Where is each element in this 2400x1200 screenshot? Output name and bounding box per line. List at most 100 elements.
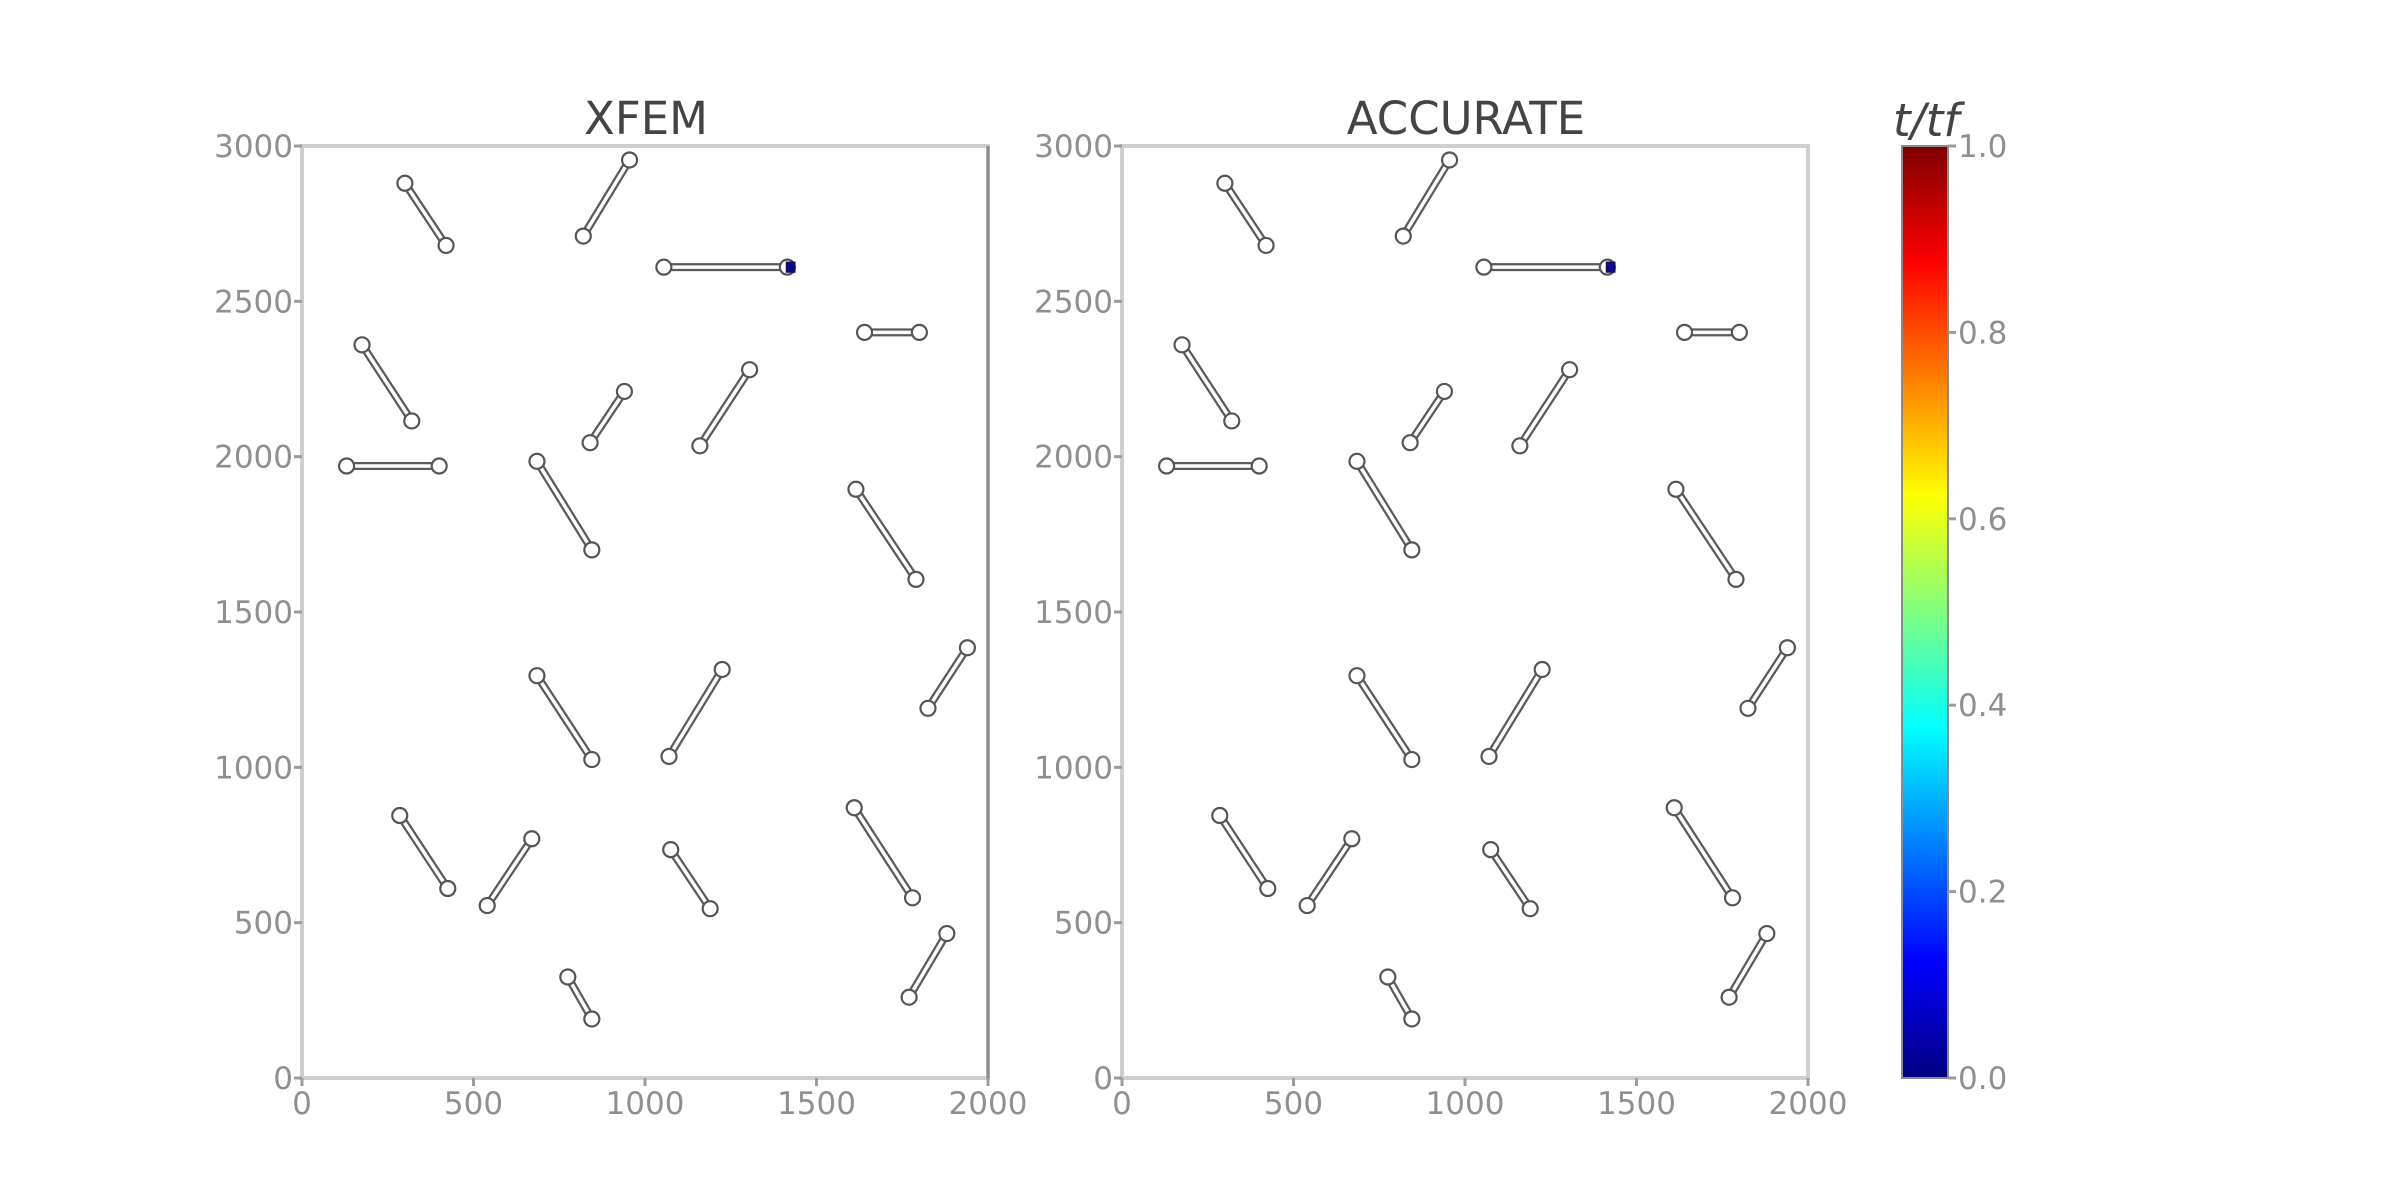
crack-line-core bbox=[360, 343, 414, 422]
crack-tip-marker bbox=[691, 437, 709, 455]
crack-tip-marker bbox=[1739, 699, 1757, 717]
crack-tip-marker bbox=[903, 889, 922, 907]
crack-segment bbox=[559, 968, 601, 1028]
plot-frame bbox=[1120, 144, 1810, 1080]
crack-segment bbox=[1675, 323, 1749, 341]
crack-tip-marker bbox=[1403, 541, 1421, 559]
crack-segment bbox=[1348, 667, 1421, 769]
crack-tip-marker bbox=[1480, 747, 1498, 766]
crack-tip-marker bbox=[583, 1010, 601, 1028]
crack-tip-marker bbox=[1778, 639, 1797, 657]
crack-tip-marker bbox=[919, 699, 937, 717]
colorbar-tick-label: 0.4 bbox=[1958, 688, 2007, 724]
crack-tip-marker bbox=[430, 457, 448, 475]
y-tick-label: 1500 bbox=[1034, 595, 1113, 631]
crack-segment bbox=[900, 924, 956, 1006]
crack-tip-marker bbox=[1720, 988, 1738, 1006]
crack-segment bbox=[1739, 639, 1797, 717]
y-tick-label: 2500 bbox=[214, 284, 293, 320]
crack-segment bbox=[478, 830, 541, 915]
crack-segment bbox=[845, 799, 922, 907]
crack-segment bbox=[1475, 258, 1616, 276]
colorbar-title: t/tf bbox=[1893, 94, 1965, 147]
crack-line-core bbox=[1674, 488, 1738, 581]
crack-tip-marker bbox=[1348, 667, 1366, 685]
crack-growth-mark bbox=[785, 261, 796, 273]
crack-line-core bbox=[485, 837, 534, 907]
crack-tip-marker bbox=[337, 457, 356, 475]
crack-tip-marker bbox=[1440, 151, 1459, 169]
x-tick-label: 2000 bbox=[949, 1086, 1028, 1122]
crack-line-core bbox=[1489, 848, 1532, 910]
y-tick-label: 0 bbox=[1093, 1061, 1113, 1097]
y-tick-label: 3000 bbox=[1034, 129, 1113, 165]
crack-segment bbox=[581, 382, 634, 452]
crack-segment bbox=[847, 480, 925, 588]
crack-line-core bbox=[588, 390, 626, 444]
crack-line-core bbox=[535, 674, 594, 761]
crack-line-core bbox=[403, 182, 448, 247]
y-tick-label: 0 bbox=[273, 1061, 293, 1097]
crack-tip-marker bbox=[1533, 660, 1551, 679]
y-tick-label: 3000 bbox=[214, 129, 293, 165]
crack-tip-marker bbox=[523, 830, 541, 848]
axis-ticks: 0 500 1000 1500 2000 0 500 1000 1500 2000 2500 3000 bbox=[214, 129, 1027, 1122]
crack-tip-marker bbox=[1665, 799, 1683, 817]
x-tick-label: 1500 bbox=[777, 1086, 856, 1122]
crack-line-core bbox=[854, 488, 918, 581]
panel-title-xfem: XFEM bbox=[584, 92, 708, 145]
crack-tip-marker bbox=[958, 639, 977, 657]
crack-tip-marker bbox=[583, 541, 601, 559]
colorbar-gradient bbox=[1902, 146, 1948, 1078]
y-tick-label: 1000 bbox=[1034, 750, 1113, 786]
crack-segment bbox=[353, 336, 421, 430]
crack-tip-marker bbox=[660, 747, 678, 766]
crack-segment bbox=[1482, 841, 1539, 918]
x-tick-label: 1000 bbox=[606, 1086, 685, 1122]
crack-tip-marker bbox=[845, 799, 863, 817]
crack-tip-marker bbox=[528, 452, 546, 470]
crack-tip-marker bbox=[1298, 896, 1316, 915]
crack-tip-marker bbox=[1259, 879, 1277, 898]
crack-tip-marker bbox=[701, 900, 719, 918]
x-tick-label: 500 bbox=[444, 1086, 503, 1122]
y-tick-label: 2500 bbox=[1034, 284, 1113, 320]
crack-tip-marker bbox=[1401, 434, 1419, 452]
y-tick-label: 2000 bbox=[214, 440, 293, 476]
colorbar-tick-label: 0.8 bbox=[1958, 315, 2007, 351]
crack-line-core bbox=[398, 814, 450, 890]
crack-line-core bbox=[1218, 814, 1270, 890]
crack-tip-marker bbox=[1223, 412, 1241, 430]
crack-segment bbox=[691, 361, 759, 455]
crack-line-core bbox=[1487, 668, 1544, 758]
crack-line-core bbox=[1180, 343, 1234, 422]
crack-line-core bbox=[1355, 674, 1414, 761]
crack-segment bbox=[919, 639, 977, 717]
plot-frame bbox=[300, 144, 990, 1080]
crack-line-core bbox=[1746, 646, 1789, 710]
crack-tip-marker bbox=[1561, 361, 1579, 379]
crack-tip-marker bbox=[528, 667, 546, 685]
crack-tip-marker bbox=[1475, 258, 1493, 276]
crack-segment bbox=[1667, 480, 1745, 588]
crack-line-core bbox=[581, 159, 632, 238]
crack-tip-marker bbox=[583, 750, 601, 769]
crack-tip-marker bbox=[1403, 750, 1421, 769]
colorbar: t/tf 0.0 0.2 0.4 0.6 0.8 1.0 bbox=[1893, 94, 2007, 1097]
crack-tip-marker bbox=[1521, 900, 1539, 918]
crack-segment bbox=[1511, 361, 1579, 455]
crack-line-core bbox=[535, 460, 594, 551]
crack-tip-marker bbox=[403, 412, 421, 430]
crack-segment bbox=[1401, 382, 1454, 452]
y-tick-label: 1500 bbox=[214, 595, 293, 631]
crack-tip-marker bbox=[1343, 830, 1361, 848]
crack-tip-marker bbox=[1482, 841, 1500, 859]
crack-tip-marker bbox=[620, 151, 639, 169]
colorbar-tick-label: 0.2 bbox=[1958, 875, 2007, 911]
panel-title-accurate: ACCURATE bbox=[1347, 92, 1585, 145]
crack-tip-marker bbox=[938, 924, 956, 943]
crack-growth-mark bbox=[1605, 261, 1616, 273]
crack-tip-marker bbox=[1250, 457, 1268, 475]
crack-line-core bbox=[852, 806, 915, 899]
